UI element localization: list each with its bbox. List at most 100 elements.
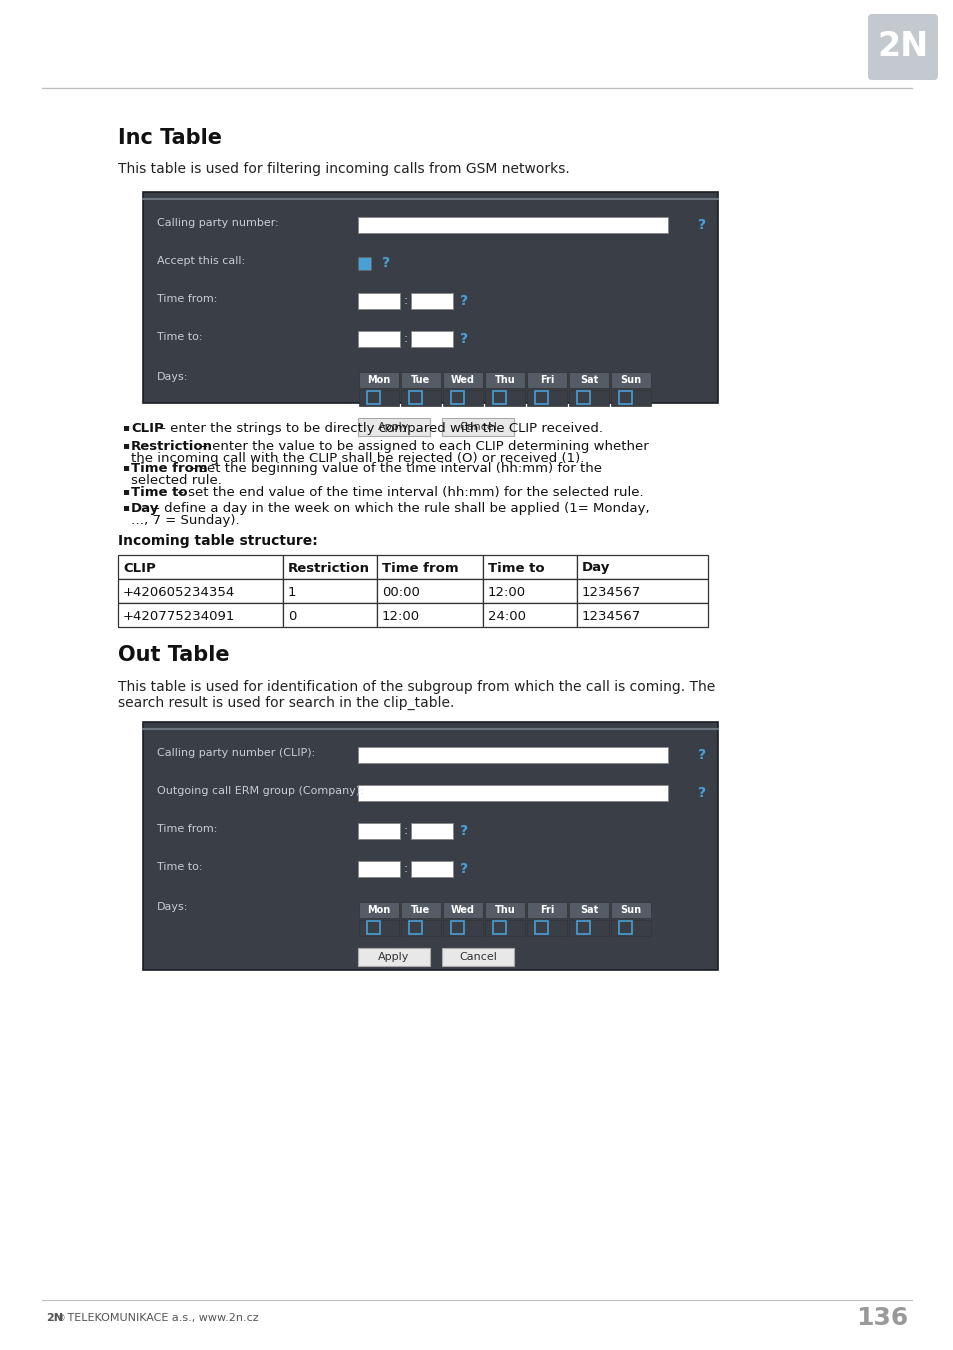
Text: Time from: Time from: [381, 562, 458, 575]
Text: :: :: [403, 332, 408, 346]
Bar: [451, 921, 463, 934]
Bar: [376, 579, 482, 603]
Bar: [568, 902, 608, 918]
Bar: [357, 747, 667, 763]
Text: Sat: Sat: [579, 904, 598, 915]
Bar: [577, 603, 707, 626]
Bar: [484, 919, 524, 936]
Text: ?: ?: [459, 294, 468, 308]
Bar: [376, 555, 482, 579]
Bar: [568, 373, 608, 387]
Text: ▪: ▪: [122, 486, 129, 495]
Text: Mon: Mon: [367, 375, 390, 385]
Text: the incoming call with the CLIP shall be rejected (O) or received (1).: the incoming call with the CLIP shall be…: [131, 452, 584, 464]
Text: – enter the value to be assigned to each CLIP determining whether: – enter the value to be assigned to each…: [196, 440, 648, 454]
Text: Sun: Sun: [619, 375, 640, 385]
Text: 2N: 2N: [46, 1314, 63, 1323]
Bar: [484, 390, 524, 406]
Text: – define a day in the week on which the rule shall be applied (1= Monday,: – define a day in the week on which the …: [149, 502, 649, 514]
Bar: [358, 902, 398, 918]
Text: :: :: [403, 863, 408, 876]
Text: Time from: Time from: [131, 462, 208, 475]
Text: Fri: Fri: [539, 375, 554, 385]
Text: ?: ?: [381, 256, 390, 270]
Text: Calling party number:: Calling party number:: [157, 217, 278, 228]
Bar: [400, 373, 440, 387]
Bar: [610, 390, 650, 406]
Bar: [411, 824, 453, 838]
Bar: [526, 373, 566, 387]
Text: 2N: 2N: [877, 31, 927, 63]
Text: Sun: Sun: [619, 904, 640, 915]
Bar: [442, 373, 482, 387]
Bar: [568, 390, 608, 406]
Bar: [484, 902, 524, 918]
Text: ?: ?: [459, 332, 468, 346]
Bar: [357, 824, 399, 838]
Bar: [357, 256, 371, 270]
Bar: [451, 392, 463, 404]
Bar: [482, 579, 577, 603]
Bar: [411, 331, 453, 347]
Text: ▪: ▪: [122, 440, 129, 450]
Bar: [610, 373, 650, 387]
Text: :: :: [403, 294, 408, 308]
Bar: [441, 948, 514, 967]
Text: ®: ®: [58, 1314, 66, 1323]
Bar: [577, 392, 589, 404]
Text: This table is used for identification of the subgroup from which the call is com: This table is used for identification of…: [118, 680, 715, 694]
Bar: [118, 579, 283, 603]
Text: ▪: ▪: [122, 462, 129, 472]
Text: Restriction: Restriction: [131, 440, 213, 454]
Text: ?: ?: [459, 824, 468, 838]
Bar: [409, 921, 421, 934]
Text: 1234567: 1234567: [581, 609, 640, 622]
Bar: [367, 921, 379, 934]
Text: Thu: Thu: [494, 375, 515, 385]
Bar: [441, 418, 514, 436]
Bar: [535, 392, 547, 404]
Bar: [400, 390, 440, 406]
Bar: [442, 390, 482, 406]
Text: Fri: Fri: [539, 904, 554, 915]
Bar: [118, 603, 283, 626]
Text: Time to: Time to: [488, 562, 544, 575]
Bar: [283, 579, 376, 603]
Text: Day: Day: [131, 502, 159, 514]
Bar: [376, 603, 482, 626]
Bar: [357, 293, 399, 309]
Text: Sat: Sat: [579, 375, 598, 385]
Text: Days:: Days:: [157, 902, 188, 913]
Text: – set the beginning value of the time interval (hh:mm) for the: – set the beginning value of the time in…: [185, 462, 601, 475]
Text: Inc Table: Inc Table: [118, 128, 222, 148]
Bar: [568, 919, 608, 936]
Text: ▪: ▪: [122, 423, 129, 432]
Bar: [482, 555, 577, 579]
Bar: [482, 603, 577, 626]
Text: Mon: Mon: [367, 904, 390, 915]
Text: ▪: ▪: [122, 502, 129, 512]
Bar: [411, 861, 453, 878]
Text: Thu: Thu: [494, 904, 515, 915]
Bar: [400, 902, 440, 918]
Text: Apply: Apply: [378, 423, 409, 432]
Bar: [357, 217, 667, 234]
Bar: [577, 555, 707, 579]
Text: 0: 0: [288, 609, 296, 622]
Text: Time to:: Time to:: [157, 863, 202, 872]
Text: 136: 136: [855, 1305, 907, 1330]
Bar: [143, 192, 718, 404]
Text: – set the end value of the time interval (hh:mm) for the selected rule.: – set the end value of the time interval…: [172, 486, 643, 500]
Bar: [577, 921, 589, 934]
Bar: [283, 603, 376, 626]
Bar: [357, 784, 667, 801]
Text: Wed: Wed: [451, 375, 475, 385]
Text: 1: 1: [288, 586, 296, 598]
Text: Calling party number (CLIP):: Calling party number (CLIP):: [157, 748, 314, 757]
Text: 00:00: 00:00: [381, 586, 419, 598]
Text: ?: ?: [698, 748, 705, 761]
Text: Restriction: Restriction: [288, 562, 370, 575]
Bar: [118, 555, 283, 579]
Text: This table is used for filtering incoming calls from GSM networks.: This table is used for filtering incomin…: [118, 162, 569, 176]
Bar: [618, 921, 631, 934]
